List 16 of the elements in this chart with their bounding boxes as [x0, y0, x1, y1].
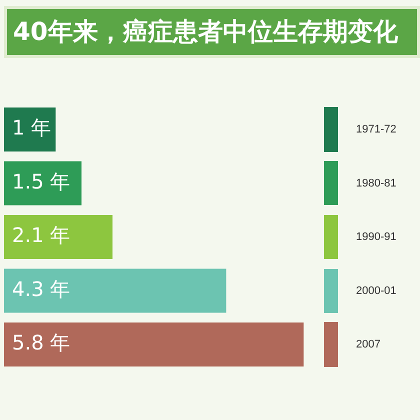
y-tick-label: 1971-72	[356, 124, 396, 136]
data-label: 4.3 年	[12, 276, 70, 301]
data-label: 1 年	[12, 116, 52, 140]
data-label: 1.5 年	[12, 169, 70, 194]
bar	[4, 322, 304, 367]
data-label: 5.8 年	[12, 330, 70, 355]
y-tick-label: 1990-91	[356, 231, 396, 244]
bar	[4, 107, 56, 152]
chart-title: 40年来，癌症患者中位生存期变化	[4, 6, 420, 58]
bar	[4, 268, 226, 313]
y-tick-label: 2000-01	[356, 284, 396, 297]
bar	[4, 214, 112, 260]
y-tick-label: 2007	[356, 338, 380, 351]
bar	[4, 161, 82, 206]
data-label: 2.1 年	[12, 223, 70, 248]
y-tick-label: 1980-81	[356, 177, 396, 190]
